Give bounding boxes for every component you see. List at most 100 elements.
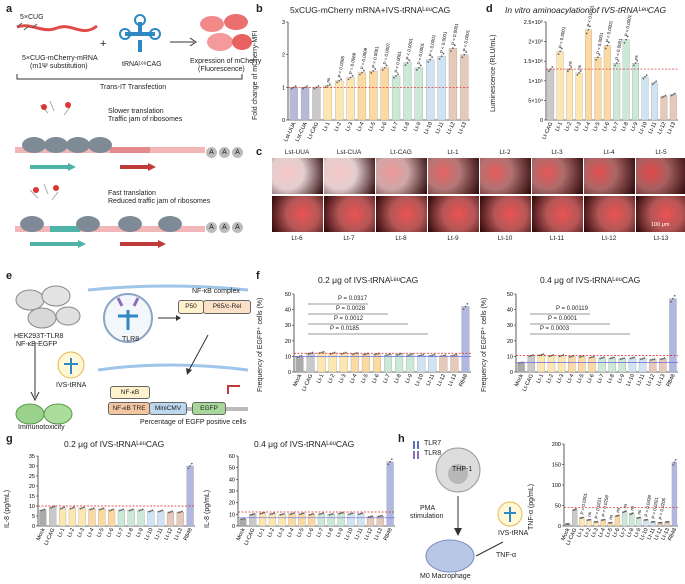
x-tick-label: Lt-10 (344, 527, 355, 541)
data-point (587, 28, 590, 31)
y-tick-label: 30 (29, 464, 35, 470)
p-value-label: ns (636, 509, 642, 515)
x-tick-label: Lt-CAG (301, 373, 314, 392)
x-tick-label: Lt-5 (296, 527, 305, 538)
y-tick-label: 0 (232, 524, 235, 530)
polya-1: A (206, 147, 217, 158)
micrograph (376, 196, 427, 232)
data-point (300, 512, 303, 515)
data-point (330, 513, 333, 516)
x-tick-label: Lt-10 (626, 373, 637, 387)
bar (428, 355, 437, 373)
down-arrow-icon (30, 342, 40, 402)
fast-label-2: Reduced traffic jam of ribosomes (108, 198, 211, 205)
data-point (179, 511, 182, 513)
p-value-label: P < 0.0001 (605, 20, 614, 43)
data-point (576, 73, 579, 76)
x-tick-label: Lt-13 (656, 373, 667, 387)
data-point (243, 517, 246, 520)
data-point (253, 512, 256, 515)
data-point (51, 506, 54, 508)
bar (669, 298, 677, 373)
data-point (338, 512, 341, 515)
data-point (589, 25, 591, 28)
p-value-label: P < 0.0001 (595, 32, 604, 55)
y-tick-label: 30 (507, 323, 513, 329)
cells-icon (200, 14, 252, 51)
x-tick-label: Lt-5 (576, 373, 585, 384)
micrograph-label-bottom: Lt-13 (653, 235, 669, 242)
data-point (309, 352, 312, 355)
y-tick-label: 40 (285, 308, 291, 314)
data-point (308, 513, 311, 516)
chart-g1-title: 0.2 μg of IVS-tRNAᴸᵉᵘCAG (64, 439, 165, 449)
x-tick-label: R848 (667, 527, 678, 541)
micrograph (272, 196, 323, 232)
y-tick-label: 0 (288, 370, 291, 376)
bar (357, 72, 367, 121)
data-point (589, 518, 592, 521)
panel-label-c: c (256, 146, 263, 158)
data-point (461, 56, 464, 59)
x-tick-label: Lt-11 (646, 527, 657, 541)
bar (414, 67, 423, 121)
y-tick-label: 35 (29, 454, 35, 460)
data-point (328, 513, 331, 516)
x-tick-label: Lt-8 (326, 527, 335, 538)
data-point (636, 59, 639, 62)
data-point (282, 512, 285, 515)
data-point (452, 47, 454, 50)
data-point (306, 85, 308, 87)
chart-b-ylabel: Fold change of mCherry-MFI (252, 30, 259, 120)
data-point (351, 74, 354, 77)
data-point (363, 69, 365, 72)
p-value-label: P = 0.0301 (579, 492, 588, 515)
data-point (579, 356, 581, 358)
x-tick-label: Lt-8 (607, 373, 616, 384)
data-point (661, 357, 664, 360)
data-point (261, 512, 264, 515)
data-point (632, 512, 634, 515)
bar (335, 80, 344, 121)
data-point (651, 358, 654, 361)
p50-box: P50 (178, 300, 204, 314)
hek-label-2: NF-κB-EGFP (16, 341, 58, 348)
p-value-label: ns (615, 507, 621, 513)
p-value-label: ns (622, 503, 628, 509)
polya-5: A (219, 222, 230, 233)
bar (147, 510, 155, 527)
data-point (651, 83, 654, 86)
data-point (660, 358, 662, 361)
data-point (279, 513, 282, 516)
data-point (102, 507, 105, 510)
data-point (100, 508, 103, 510)
data-point (672, 93, 675, 96)
data-point (159, 510, 162, 512)
bar (88, 508, 96, 527)
bar (258, 513, 267, 527)
x-tick-label: Lt-6 (612, 527, 621, 538)
data-point (417, 66, 420, 69)
bar (537, 354, 546, 373)
data-point (408, 59, 411, 62)
x-tick-label: Lt-5 (368, 121, 377, 132)
panel-label-a: a (6, 3, 13, 15)
micrograph (532, 158, 583, 194)
x-tick-label: R848 (183, 527, 194, 541)
x-tick-label: Lt-7 (596, 373, 605, 384)
x-tick-label: Lt-13 (173, 527, 184, 541)
data-point (89, 508, 92, 511)
expression-sub: (Fluorescence) (198, 66, 245, 73)
bar (108, 509, 116, 527)
bar (636, 517, 642, 527)
x-tick-label: Lt-9 (630, 121, 639, 132)
data-point (419, 64, 422, 67)
data-point (598, 53, 601, 56)
f2-p-3: P = 0.0003 (540, 326, 570, 332)
data-point (398, 353, 400, 356)
micrograph-label-bottom: Lt-7 (343, 235, 355, 242)
tre-box: NF-κB TRE (108, 402, 150, 415)
data-point (242, 518, 244, 520)
bar (49, 506, 57, 527)
data-point (599, 357, 602, 360)
